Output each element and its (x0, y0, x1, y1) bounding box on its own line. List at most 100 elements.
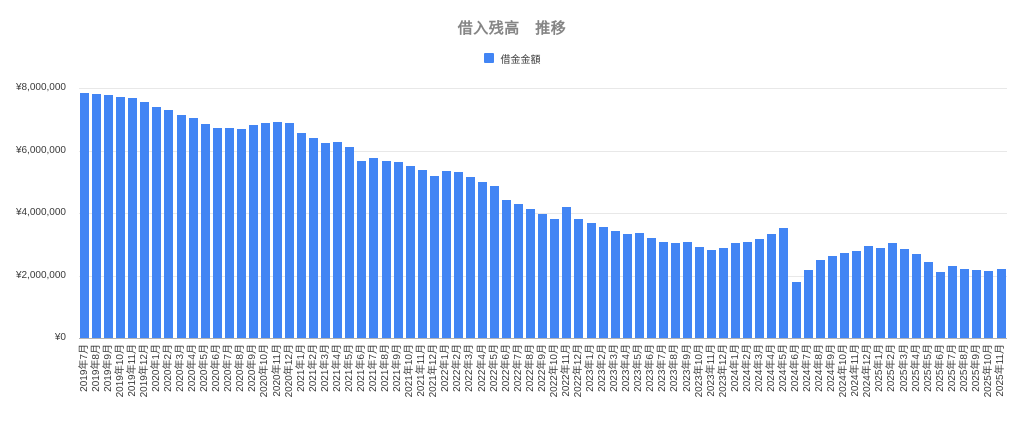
bar (900, 248, 909, 338)
bar (321, 142, 331, 338)
y-axis-tick-label: ¥8,000,000 (15, 82, 66, 93)
x-axis-tick-label: 2025年5月 (922, 344, 934, 392)
bar (140, 101, 150, 339)
x-axis-tick-label: 2021年10月 (404, 344, 416, 398)
x-axis-tick-label: 2021年2月 (307, 344, 319, 392)
bar (755, 239, 765, 339)
x-axis-tick-label: 2023年3月 (609, 344, 621, 392)
bar (634, 233, 644, 338)
bar (176, 115, 186, 338)
bar (297, 133, 307, 338)
x-axis-tick-label: 2023年2月 (597, 344, 608, 392)
x-axis-tick-label: 2025年6月 (934, 344, 946, 392)
x-axis-tick-label: 2022年10月 (548, 344, 560, 398)
x-axis-tick-label: 2020年7月 (223, 344, 235, 392)
bar (152, 107, 162, 338)
bar (984, 271, 994, 338)
x-axis-tick-label: 2023年12月 (717, 344, 729, 398)
x-axis-tick-label: 2024年11月 (850, 344, 862, 397)
bar (550, 218, 560, 338)
bar (960, 268, 970, 338)
x-axis-tick-label: 2023年7月 (657, 344, 669, 392)
x-axis-tick-label: 2023年1月 (585, 344, 596, 392)
x-axis-tick-label: 2025年11月 (995, 344, 1006, 397)
bar (236, 128, 246, 338)
bar (188, 118, 198, 338)
x-axis-tick-label: 2024年12月 (862, 344, 874, 398)
bar (670, 243, 680, 338)
x-axis-tick-label: 2022年9月 (536, 344, 548, 392)
x-axis-tick-label: 2021年7月 (367, 344, 379, 392)
bar (200, 124, 210, 339)
x-axis-tick-label: 2024年9月 (826, 344, 838, 392)
x-axis-tick-label: 2021年8月 (380, 344, 391, 392)
x-axis-tick-label: 2020年10月 (259, 344, 271, 398)
x-axis-tick-label: 2024年8月 (814, 344, 826, 392)
bar (273, 121, 282, 339)
x-axis-tick-label: 2024年2月 (741, 344, 753, 392)
bar (912, 253, 922, 338)
bar (429, 176, 439, 338)
bar (815, 259, 825, 338)
bar (610, 231, 620, 338)
x-axis-tick-label: 2020年3月 (175, 344, 186, 392)
bar (875, 248, 885, 338)
x-axis-tick-label: 2023年4月 (621, 344, 633, 392)
chart-title: 借入残高 推移 (457, 20, 567, 37)
bar (104, 94, 114, 338)
bar (646, 238, 656, 338)
axis-baseline (78, 338, 1007, 339)
bar (248, 124, 258, 338)
x-axis-tick-label: 2022年8月 (524, 344, 536, 392)
bar (827, 255, 837, 338)
gridline (78, 151, 1007, 152)
x-axis-tick-label: 2025年9月 (970, 344, 982, 392)
bar (128, 97, 138, 338)
bar (478, 181, 487, 339)
x-axis-tick-label: 2023年9月 (681, 344, 693, 392)
x-axis-tick-label: 2021年9月 (392, 344, 403, 392)
x-axis-tick-label: 2023年6月 (645, 344, 657, 392)
x-axis-tick-label: 2025年7月 (946, 344, 958, 392)
x-axis-tick-label: 2024年10月 (838, 344, 850, 398)
bar (707, 249, 717, 338)
bar (863, 246, 873, 338)
x-axis-tick-label: 2022年6月 (500, 344, 512, 392)
x-axis-tick-label: 2025年8月 (958, 344, 970, 392)
bar (80, 93, 89, 338)
bar (369, 157, 379, 338)
bar (502, 200, 512, 338)
x-axis-tick-label: 2020年1月 (150, 344, 162, 392)
x-axis-tick-label: 2019年9月 (102, 344, 114, 392)
x-axis-tick-label: 2025年10月 (982, 344, 994, 398)
x-axis-tick-label: 2023年10月 (693, 344, 705, 398)
bar (803, 270, 813, 338)
x-axis-tick-label: 2020年2月 (162, 344, 174, 392)
bar (719, 248, 729, 338)
bar (526, 208, 536, 338)
bar (465, 176, 475, 339)
x-axis-tick-label: 2024年3月 (753, 344, 765, 392)
x-axis-tick-label: 2020年6月 (211, 344, 223, 392)
bar (357, 161, 367, 338)
bar (851, 251, 861, 338)
x-axis-tick-label: 2023年8月 (669, 344, 681, 392)
legend-label: 借金金額 (500, 54, 541, 66)
legend: 借金金額 (0, 51, 1024, 66)
bar (743, 241, 753, 339)
x-axis-tick-label: 2021年5月 (343, 344, 355, 392)
x-axis-tick-label: 2019年8月 (90, 344, 102, 392)
x-axis-tick-label: 2021年12月 (428, 344, 440, 398)
bar (695, 247, 704, 338)
bar (309, 137, 319, 338)
bar (538, 213, 548, 338)
bar (514, 203, 524, 338)
bar (381, 161, 391, 338)
bar (164, 110, 174, 338)
bar (490, 185, 499, 338)
bar (683, 241, 692, 339)
x-axis-tick-label: 2021年3月 (319, 344, 331, 392)
y-axis-tick-label: ¥6,000,000 (15, 145, 66, 156)
bar (996, 268, 1006, 338)
x-axis-tick-label: 2024年4月 (765, 344, 777, 392)
